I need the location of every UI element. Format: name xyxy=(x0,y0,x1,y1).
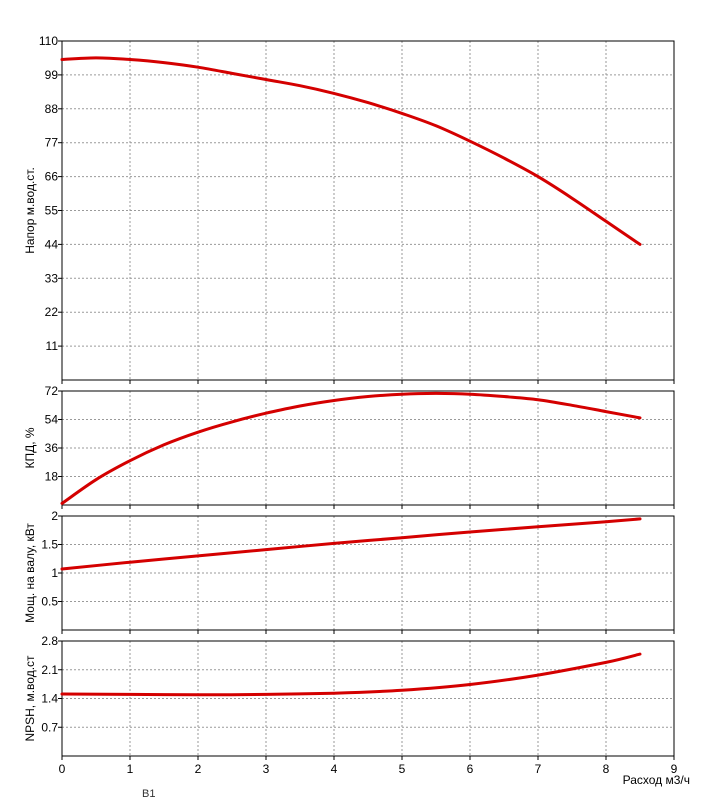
x-tick-label: 6 xyxy=(467,762,474,776)
head-ytick-label: 110 xyxy=(39,34,58,48)
npsh-y-axis-title: NPSH, м.вод.ст xyxy=(23,655,37,742)
head-ytick-label: 88 xyxy=(45,102,59,116)
x-tick-label: 2 xyxy=(195,762,202,776)
x-tick-label: 8 xyxy=(603,762,610,776)
npsh-ytick-label: 2.1 xyxy=(41,663,58,677)
head-ytick-label: 77 xyxy=(45,136,59,150)
efficiency-frame xyxy=(61,390,675,506)
head-ytick-label: 33 xyxy=(45,271,59,285)
head-ytick-label: 66 xyxy=(45,170,59,184)
efficiency-y-axis-title: КПД, % xyxy=(23,427,37,468)
efficiency-ytick-label: 54 xyxy=(45,413,59,427)
power-ytick-label: 2 xyxy=(51,509,58,523)
head-ytick-label: 55 xyxy=(45,204,59,218)
x-tick-label: 3 xyxy=(263,762,270,776)
head-series-line xyxy=(60,56,642,246)
npsh-ytick-label: 1.4 xyxy=(41,692,58,706)
efficiency-ytick-label: 18 xyxy=(45,470,59,484)
x-tick-label: 9 xyxy=(671,762,678,776)
head-ytick-label: 44 xyxy=(45,237,59,251)
x-axis-title: Расход м3/ч xyxy=(623,773,690,787)
power-series-line xyxy=(60,517,642,571)
head-y-axis-title: Напор м.вод.ст. xyxy=(23,167,37,254)
x-tick-label: 0 xyxy=(59,762,66,776)
head-frame xyxy=(61,40,675,381)
head-ytick-label: 22 xyxy=(45,305,59,319)
power-ytick-label: 1 xyxy=(51,566,58,580)
efficiency-series-line xyxy=(60,391,642,505)
x-tick-label: 7 xyxy=(535,762,542,776)
power-ytick-label: 1.5 xyxy=(41,538,58,552)
head-ytick-label: 99 xyxy=(45,68,59,82)
power-ytick-label: 0.5 xyxy=(41,595,58,609)
npsh-frame xyxy=(61,640,675,757)
npsh-ytick-label: 2.8 xyxy=(41,634,58,648)
npsh-ytick-label: 0.7 xyxy=(41,720,58,734)
power-frame xyxy=(61,515,675,631)
x-tick-label: 4 xyxy=(331,762,338,776)
x-tick-label: 1 xyxy=(127,762,134,776)
npsh-series-line xyxy=(60,652,642,697)
head-ytick-label: 11 xyxy=(46,339,59,353)
efficiency-ytick-label: 36 xyxy=(45,441,59,455)
x-tick-label: 5 xyxy=(399,762,406,776)
efficiency-ytick-label: 72 xyxy=(45,384,59,398)
footer-label: В1 xyxy=(142,788,156,800)
power-y-axis-title: Мощ. на валу, кВт xyxy=(23,523,37,623)
